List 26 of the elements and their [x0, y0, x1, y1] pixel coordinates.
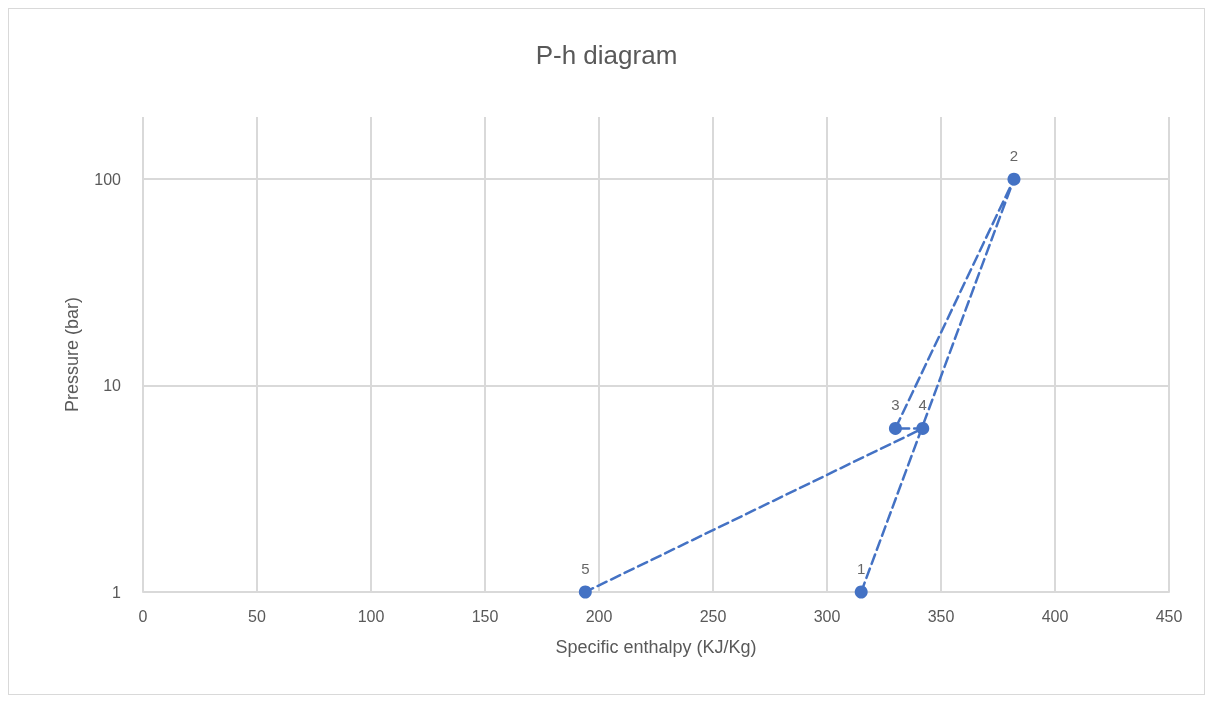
- point: [854, 585, 868, 599]
- annotation: 1: [857, 560, 866, 577]
- y-tick-label: 100: [94, 170, 122, 188]
- chart-title: P-h diagram: [535, 40, 678, 70]
- point: [1007, 172, 1021, 186]
- y-tick-label: 1: [112, 583, 122, 601]
- point: [578, 585, 592, 599]
- x-tick-label: 250: [699, 607, 727, 625]
- x-tick-label: 50: [248, 607, 266, 625]
- annotation: 5: [581, 560, 590, 577]
- x-tick-label: 400: [1041, 607, 1069, 625]
- x-tick-label: 350: [927, 607, 955, 625]
- x-tick-label: 0: [138, 607, 148, 625]
- annotation: 3: [891, 396, 900, 414]
- annotation: 2: [1009, 147, 1019, 165]
- x-tick-label: 300: [813, 607, 841, 625]
- point: [888, 421, 902, 435]
- x-tick-label: 200: [585, 607, 613, 625]
- point: [916, 421, 930, 435]
- y-tick-label: 10: [103, 377, 122, 395]
- y-axis-title: Pressure (bar): [62, 296, 82, 413]
- x-tick-label: 100: [357, 607, 385, 625]
- x-axis-title: Specific enthalpy (KJ/Kg): [555, 637, 757, 657]
- x-tick-label: 450: [1155, 607, 1183, 625]
- x-tick-label: 150: [471, 607, 499, 625]
- annotation: 4: [918, 396, 927, 414]
